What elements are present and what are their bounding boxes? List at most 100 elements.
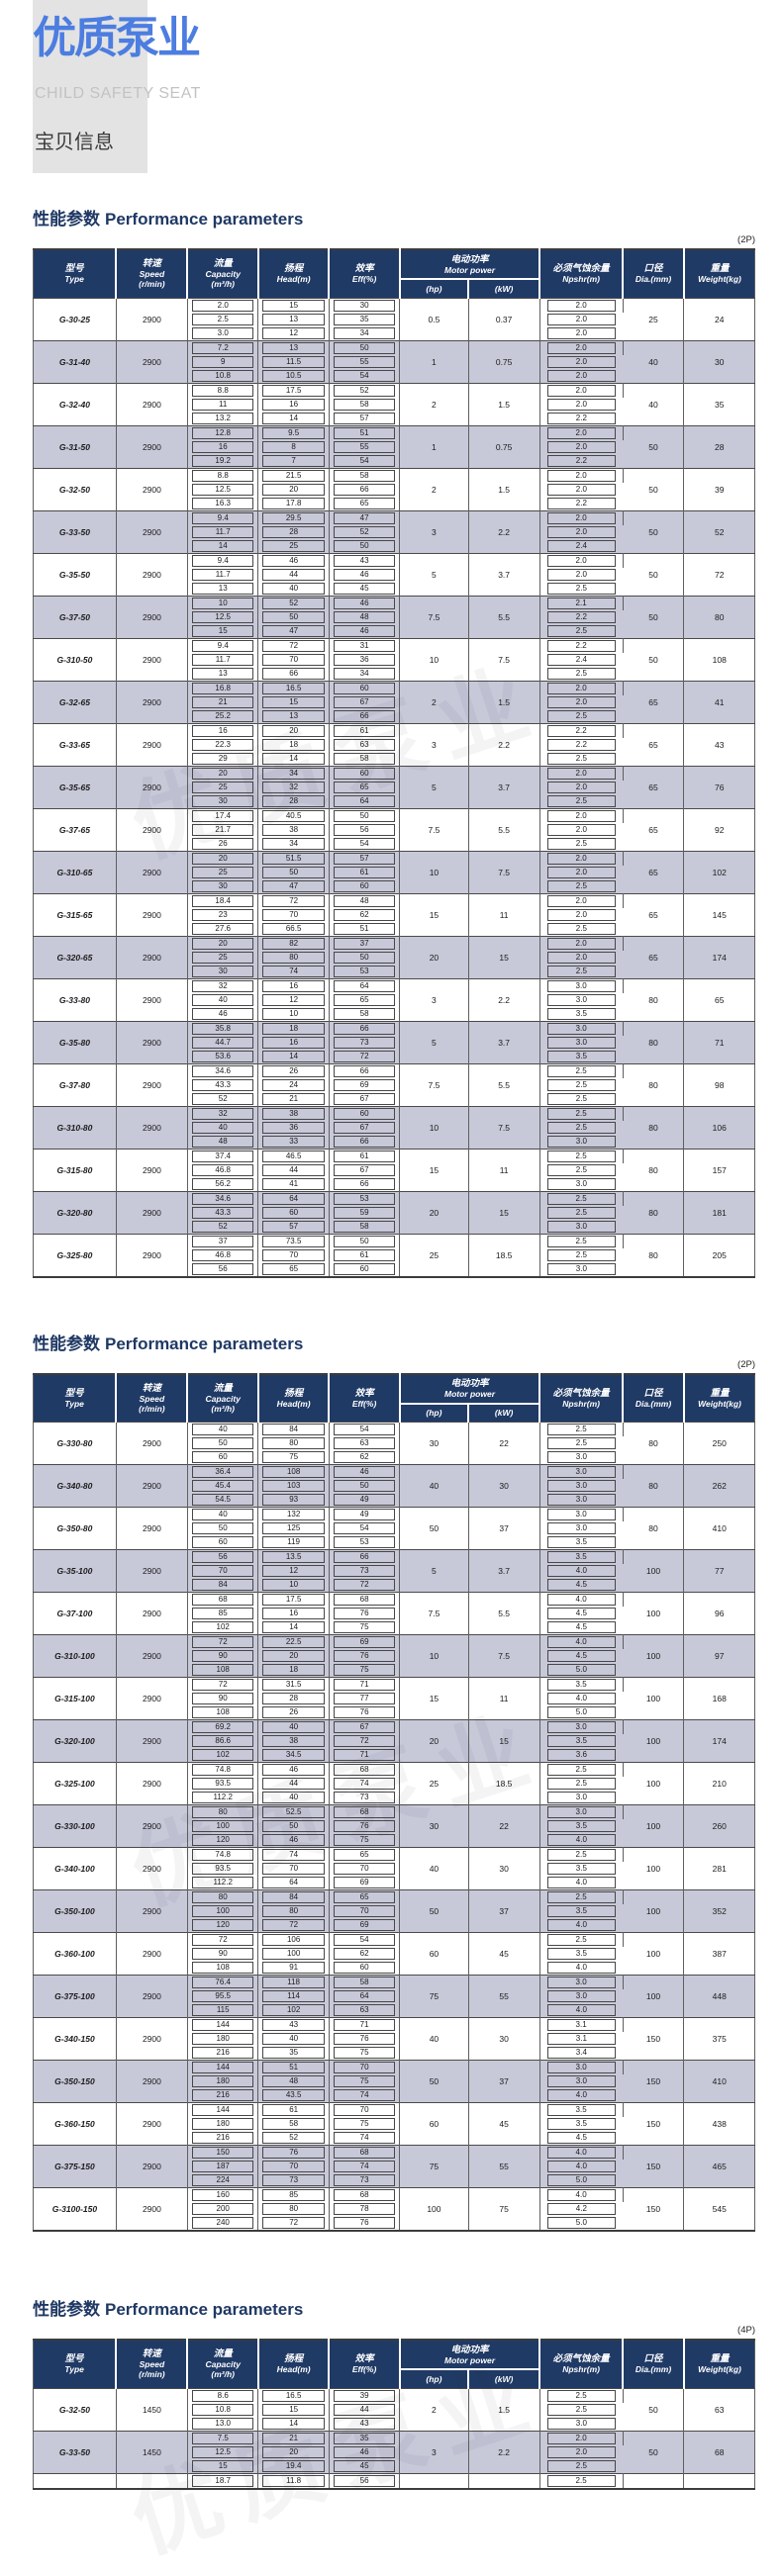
col-header-zh: 电动功率	[450, 1378, 489, 1389]
eff-value: 57	[333, 412, 396, 424]
table-title-zh: 性能参数	[33, 1334, 100, 1353]
capacity-value: 112.2	[191, 1792, 254, 1803]
speed-cell: 2900	[116, 1847, 188, 1890]
col-header-en: Npshr(m)	[562, 274, 600, 285]
speed-cell: 2900	[116, 1634, 188, 1678]
capacity-value-cell: 52	[187, 1091, 259, 1106]
head-value: 50	[262, 610, 325, 623]
npshr-value-cell: 2.0	[539, 2430, 624, 2445]
table-row: G-3100-150 2900 160 85 68 100 75 4.0 150 545	[33, 2187, 755, 2231]
eff-value-cell: 73	[329, 1791, 401, 1805]
capacity-value: 40	[191, 993, 254, 1006]
kw-cell: 5.5	[468, 807, 540, 851]
capacity-value-cell: 9.4	[187, 637, 259, 653]
head-value: 118	[262, 1977, 325, 1988]
eff-value: 73	[333, 2174, 396, 2186]
head-value: 66.5	[262, 922, 325, 935]
npshr-value-cell: 3.5	[539, 1819, 624, 1833]
head-value: 50	[262, 1820, 325, 1832]
eff-value: 64	[333, 979, 396, 992]
eff-value: 69	[333, 1919, 396, 1931]
performance-section-1: 性能参数 Performance parameters (2P) 优质泵业 型号 Type…	[33, 209, 755, 1278]
npshr-value-cell: 2.5	[539, 2458, 624, 2473]
head-value-cell: 14	[257, 751, 330, 766]
capacity-value: 8.8	[191, 469, 254, 482]
dia-cell: 150	[623, 2060, 685, 2103]
capacity-value-cell: 108	[187, 1663, 259, 1678]
capacity-value-cell: 108	[187, 1961, 259, 1976]
npshr-value: 2.0	[546, 440, 617, 453]
dia-cell: 65	[623, 807, 685, 851]
eff-value: 50	[333, 809, 396, 822]
head-value: 16.5	[262, 682, 325, 694]
type-cell: G-30-25	[33, 297, 117, 340]
capacity-value: 95.5	[191, 1990, 254, 2002]
head-value-cell: 18	[257, 737, 330, 752]
col-header-zh: 扬程	[284, 1387, 304, 1399]
head-value: 47	[262, 624, 325, 637]
npshr-value: 3.5	[546, 1536, 617, 1548]
speed-cell: 2900	[116, 850, 188, 893]
eff-value: 66	[333, 1135, 396, 1148]
table-row: 108 26 76 5.0	[34, 1705, 755, 1720]
table-row: G-340-80 2900 36.4 108 46 40 30 3.0 80 262	[33, 1464, 755, 1508]
npshr-value: 2.5	[546, 1064, 616, 1077]
capacity-value: 100	[191, 1905, 254, 1917]
table-row: 16.3 17.8 65 2.2	[34, 496, 755, 510]
npshr-value: 3.0	[546, 1466, 616, 1478]
eff-value: 67	[333, 1721, 396, 1733]
capacity-value: 108	[191, 1706, 254, 1718]
npshr-value-cell: 3.0	[539, 1804, 624, 1819]
weight-cell: 52	[683, 509, 755, 553]
head-value-cell: 34	[257, 765, 330, 781]
col-header: 流量 Capacity (m³/h)	[187, 1373, 259, 1423]
col-header: 重量 Weight(kg)	[683, 249, 755, 298]
npshr-value: 3.5	[546, 1820, 617, 1832]
type-cell: G-32-40	[33, 382, 117, 425]
type-cell: G-330-80	[33, 1422, 117, 1465]
eff-value-cell: 35	[329, 2430, 401, 2445]
capacity-value-cell: 112.2	[187, 1876, 259, 1890]
eff-value: 67	[333, 1092, 396, 1105]
capacity-value: 29	[191, 752, 254, 765]
head-value: 10	[262, 1579, 325, 1591]
head-value-cell: 20	[257, 2444, 330, 2459]
table-title-en: Performance parameters	[105, 2300, 304, 2319]
head-value: 80	[262, 2203, 325, 2215]
hp-cell: 0.5	[399, 297, 469, 340]
table-row: 11.7 28 52 2.0	[34, 524, 755, 539]
head-value: 46	[262, 554, 325, 567]
eff-value-cell: 75	[329, 1620, 401, 1635]
capacity-value-cell: 26	[187, 836, 259, 851]
npshr-value: 4.0	[546, 1877, 617, 1888]
head-value-cell: 47	[257, 878, 330, 893]
eff-value-cell: 60	[329, 765, 401, 781]
hp-cell: 10	[399, 1105, 469, 1149]
col-header: 型号 Type	[33, 249, 118, 298]
table-row: G-310-80 2900 32 38 60 10 7.5 2.5 80 106	[33, 1105, 755, 1149]
capacity-value: 12.5	[191, 2445, 254, 2458]
head-value: 25	[262, 539, 325, 552]
table-row: G-35-50 2900 9.4 46 43 5 3.7 2.0 50 72	[33, 552, 755, 596]
eff-value: 69	[333, 1636, 396, 1648]
npshr-value: 3.5	[546, 1863, 617, 1875]
npshr-value-cell: 4.0	[539, 1876, 623, 1890]
head-value: 17.5	[262, 1594, 325, 1606]
eff-value-cell: 61	[329, 1247, 401, 1262]
npshr-value: 2.2	[546, 724, 616, 737]
npshr-value: 3.0	[546, 1480, 617, 1492]
capacity-value: 43.3	[191, 1078, 254, 1091]
table-row: 44.7 16 73 3.0	[34, 1035, 755, 1050]
kw-cell	[468, 2472, 540, 2489]
eff-value-cell: 53	[329, 964, 401, 978]
npshr-value: 2.0	[546, 568, 617, 581]
eff-value-cell: 62	[329, 1450, 401, 1465]
eff-value-cell: 37	[329, 935, 401, 951]
head-value-cell: 72	[257, 1918, 330, 1933]
table-row: 60 75 62 3.0	[34, 1450, 755, 1465]
npshr-value-cell: 2.5	[539, 623, 624, 638]
head-value: 22.5	[262, 1636, 325, 1648]
kw-cell: 7.5	[468, 1105, 540, 1149]
eff-value-cell: 65	[329, 780, 401, 794]
head-value: 57	[262, 1220, 325, 1233]
